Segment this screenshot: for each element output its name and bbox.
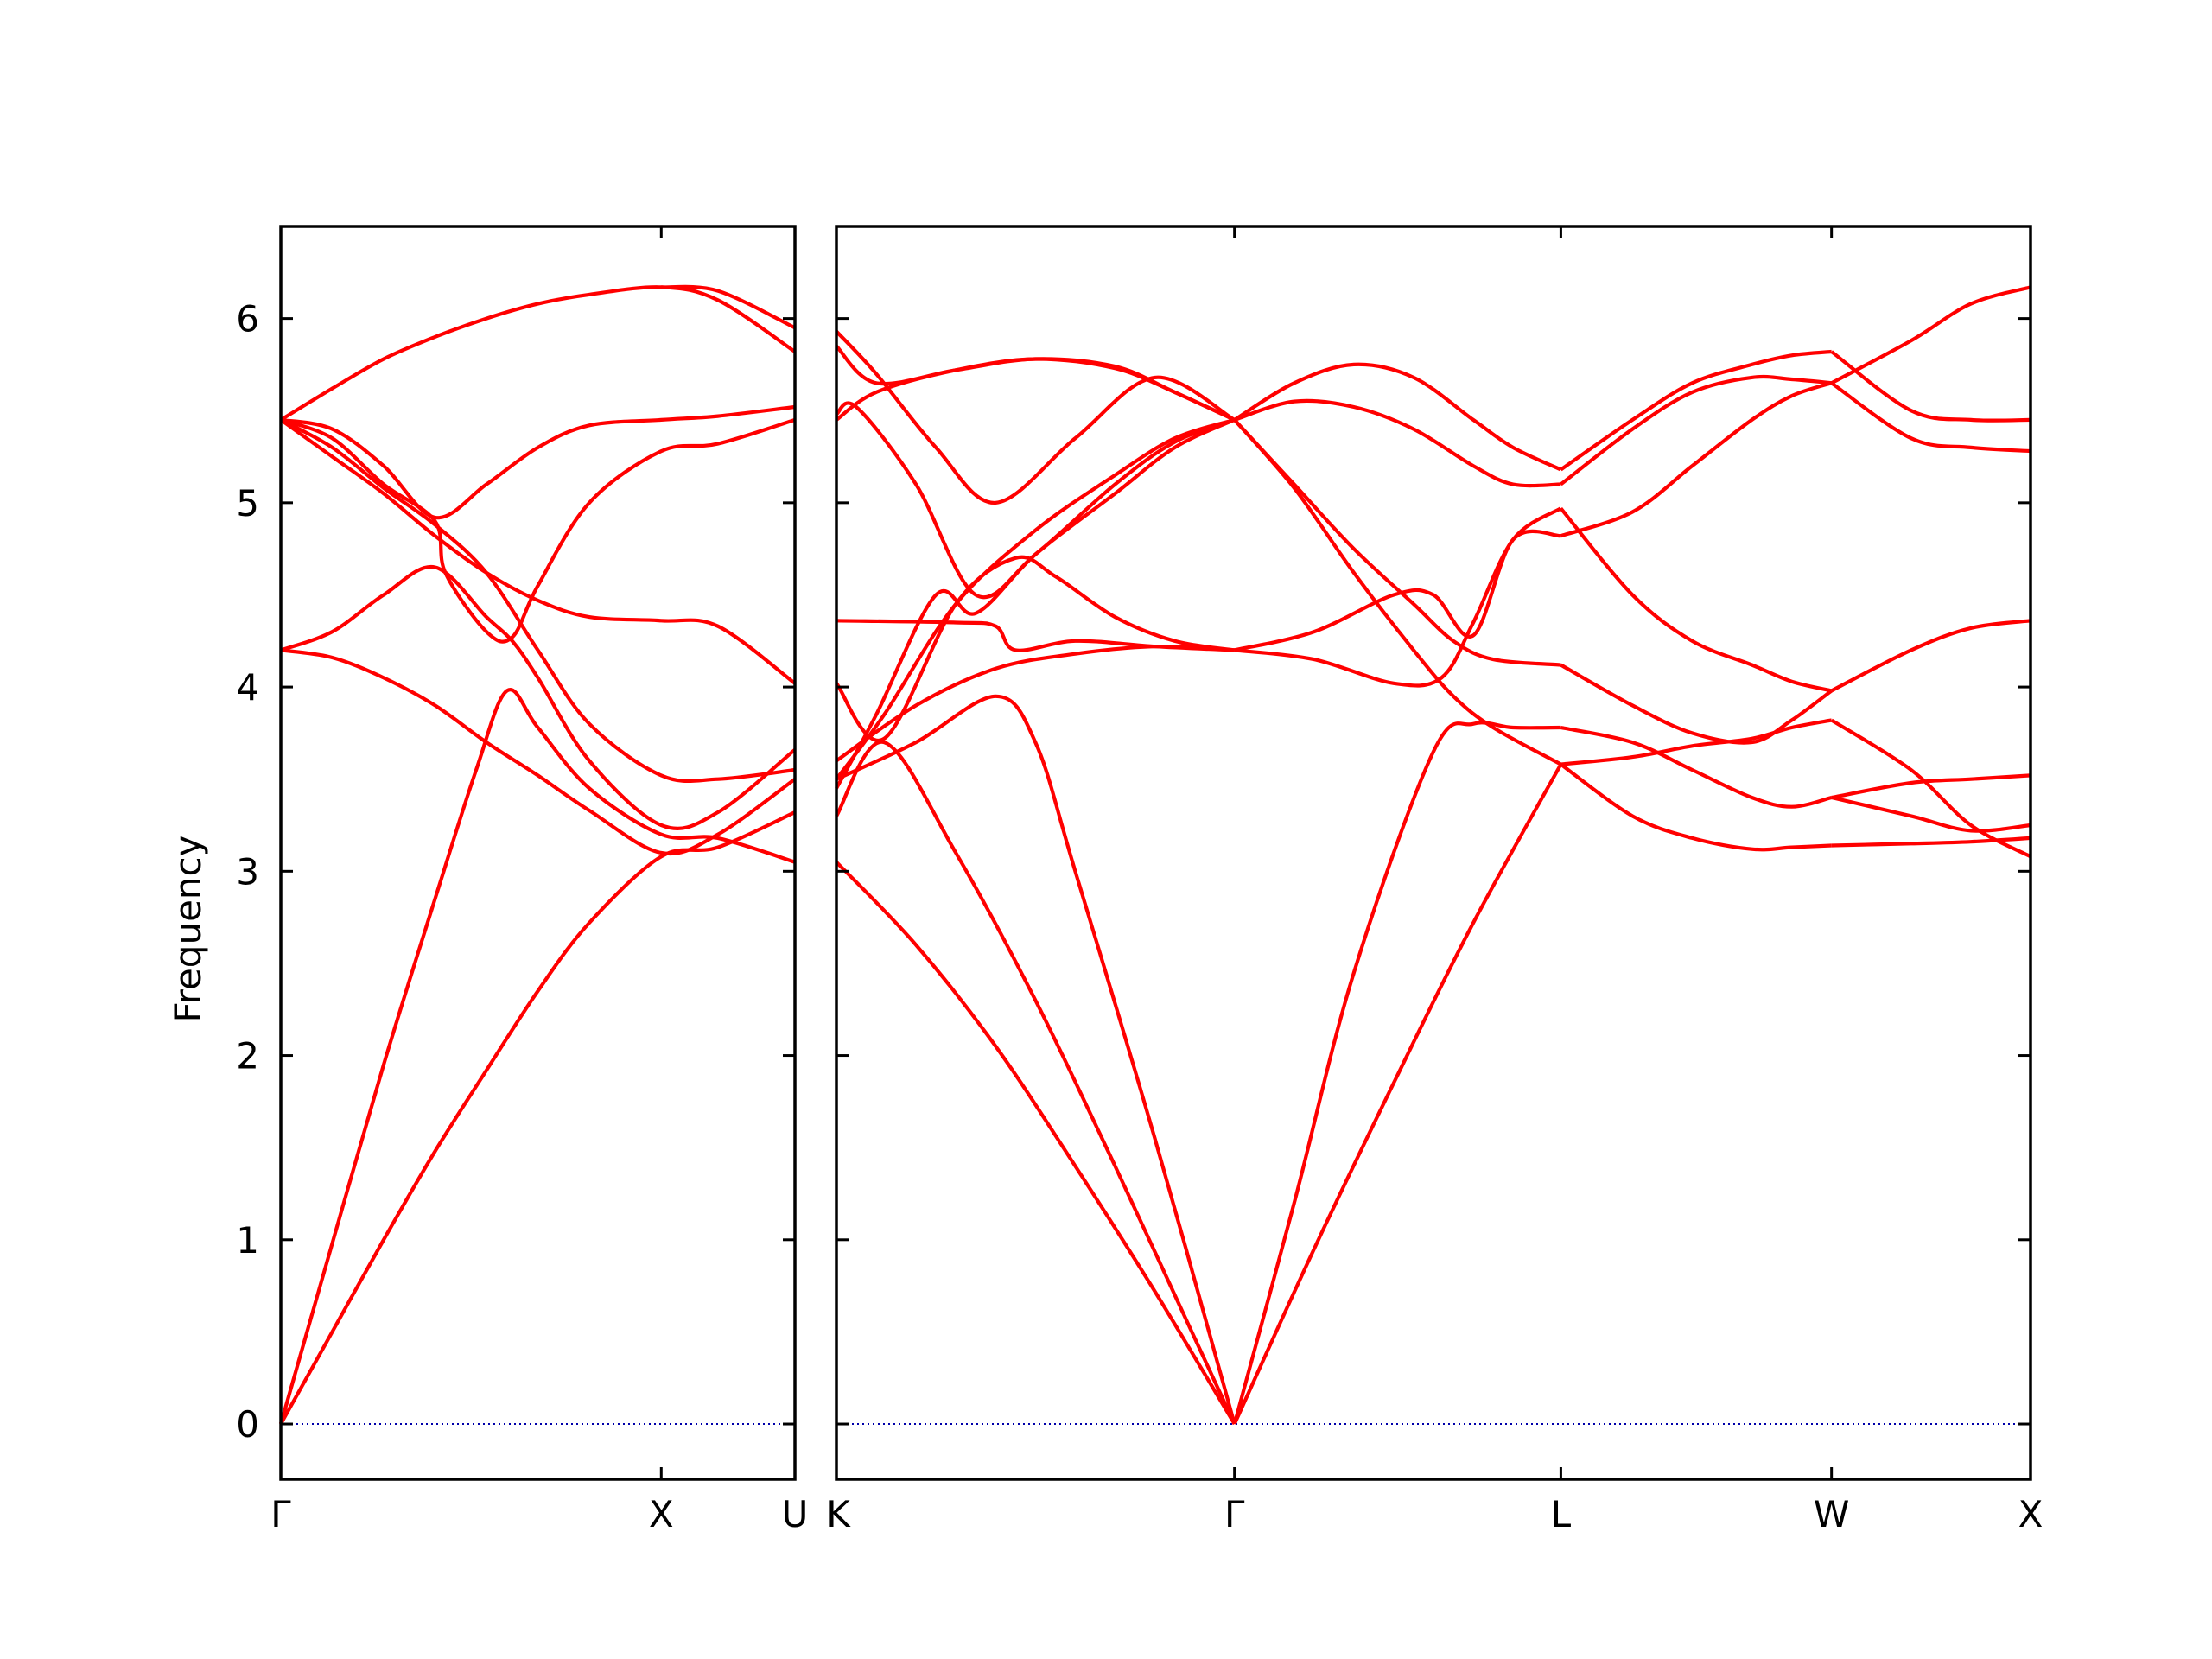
y-axis-label: Frequency <box>167 836 209 1023</box>
band-line <box>1559 506 1833 693</box>
band-line <box>1560 374 1832 486</box>
band-line <box>1830 381 2031 454</box>
band-line <box>280 417 796 644</box>
y-tick-label: 6 <box>236 298 259 340</box>
band-line <box>661 284 796 330</box>
band-line <box>835 740 1236 1425</box>
y-tick-label: 4 <box>236 666 259 709</box>
plot-frame <box>835 225 2032 1481</box>
band-line <box>1560 725 1833 809</box>
y-tick-label: 1 <box>236 1219 259 1262</box>
band-line <box>1830 285 2031 385</box>
plot-frame <box>279 225 797 1481</box>
y-tick-label: 2 <box>236 1035 259 1077</box>
band-line <box>1830 718 2031 859</box>
band-line <box>1232 763 1563 1425</box>
band-line <box>835 861 1236 1426</box>
band-line <box>1830 350 2031 423</box>
x-tick-label: X <box>649 1493 674 1535</box>
x-tick-label: U <box>782 1493 809 1535</box>
band-line <box>278 687 796 1425</box>
band-line <box>1831 836 2031 848</box>
band-line <box>1234 506 1562 688</box>
band-line <box>1234 398 1561 488</box>
x-tick-label: Γ <box>270 1493 291 1535</box>
x-tick-label: K <box>826 1493 851 1535</box>
band-line <box>1560 349 1832 472</box>
band-line <box>1232 721 1561 1425</box>
band-line <box>835 401 1236 600</box>
band-line <box>1560 718 1833 766</box>
band-line <box>836 694 1236 1425</box>
y-tick-label: 3 <box>236 850 259 893</box>
band-line <box>279 285 797 422</box>
y-tick-label: 0 <box>236 1403 259 1446</box>
band-line <box>280 564 797 830</box>
band-line <box>1233 362 1562 472</box>
band-line <box>1560 762 1832 852</box>
band-line <box>280 648 797 856</box>
band-line <box>1234 529 1561 652</box>
band-line <box>1560 381 1833 538</box>
band-line <box>835 417 1236 790</box>
band-line <box>835 345 1236 422</box>
band-line <box>1831 773 2031 800</box>
x-tick-label: L <box>1551 1493 1572 1535</box>
band-line <box>280 404 796 520</box>
band-line <box>835 357 1236 422</box>
band-line <box>279 810 796 1426</box>
x-tick-label: W <box>1814 1493 1850 1535</box>
band-line <box>1831 795 2031 833</box>
band-line <box>836 619 1235 652</box>
band-line <box>1560 663 1833 745</box>
band-line <box>1233 418 1562 766</box>
x-tick-label: Γ <box>1224 1493 1245 1535</box>
band-line <box>835 555 1236 743</box>
y-tick-label: 5 <box>236 482 259 524</box>
band-line <box>279 418 797 685</box>
y-axis: 0 1 2 3 4 5 6 <box>236 298 259 1446</box>
band-line <box>1830 619 2031 693</box>
x-tick-label: X <box>2018 1493 2044 1535</box>
band-line <box>835 330 1236 505</box>
band-line <box>835 417 1236 780</box>
